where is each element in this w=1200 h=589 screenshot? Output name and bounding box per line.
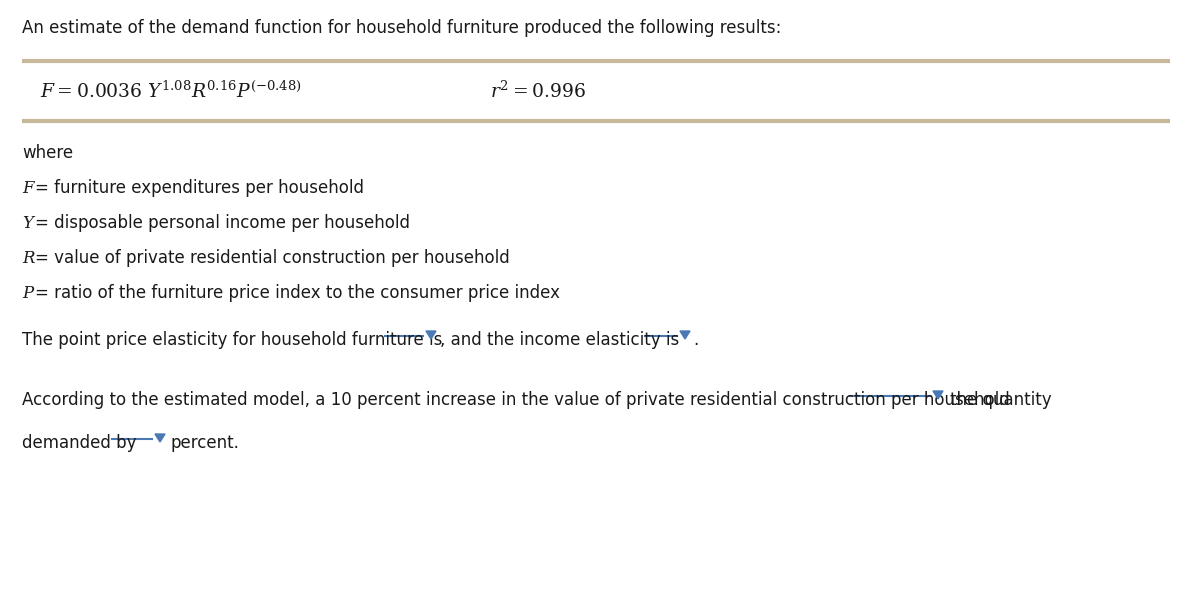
Text: $F = 0.0036\ Y^{1.08}R^{0.16}P^{(-0.48)}$: $F = 0.0036\ Y^{1.08}R^{0.16}P^{(-0.48)}… bbox=[40, 80, 302, 102]
Text: According to the estimated model, a 10 percent increase in the value of private : According to the estimated model, a 10 p… bbox=[22, 391, 1009, 409]
Text: An estimate of the demand function for household furniture produced the followin: An estimate of the demand function for h… bbox=[22, 19, 781, 37]
Text: = furniture expenditures per household: = furniture expenditures per household bbox=[35, 179, 364, 197]
Text: $\mathit{F}$: $\mathit{F}$ bbox=[22, 179, 36, 197]
Polygon shape bbox=[155, 434, 166, 442]
Text: = disposable personal income per household: = disposable personal income per househo… bbox=[35, 214, 410, 232]
Text: $\mathit{R}$: $\mathit{R}$ bbox=[22, 249, 36, 267]
Text: demanded by: demanded by bbox=[22, 434, 137, 452]
Text: , and the income elasticity is: , and the income elasticity is bbox=[440, 331, 679, 349]
Text: = value of private residential construction per household: = value of private residential construct… bbox=[35, 249, 510, 267]
Text: the quantity: the quantity bbox=[950, 391, 1051, 409]
Text: $\mathit{Y}$: $\mathit{Y}$ bbox=[22, 214, 36, 232]
Polygon shape bbox=[680, 331, 690, 339]
Polygon shape bbox=[934, 391, 943, 399]
Polygon shape bbox=[426, 331, 436, 339]
Text: .: . bbox=[694, 331, 698, 349]
Text: $r^2 = 0.996$: $r^2 = 0.996$ bbox=[490, 81, 586, 101]
Text: where: where bbox=[22, 144, 73, 162]
Text: percent.: percent. bbox=[170, 434, 239, 452]
Text: $\mathit{P}$: $\mathit{P}$ bbox=[22, 284, 36, 302]
Text: The point price elasticity for household furniture is: The point price elasticity for household… bbox=[22, 331, 443, 349]
Text: = ratio of the furniture price index to the consumer price index: = ratio of the furniture price index to … bbox=[35, 284, 560, 302]
